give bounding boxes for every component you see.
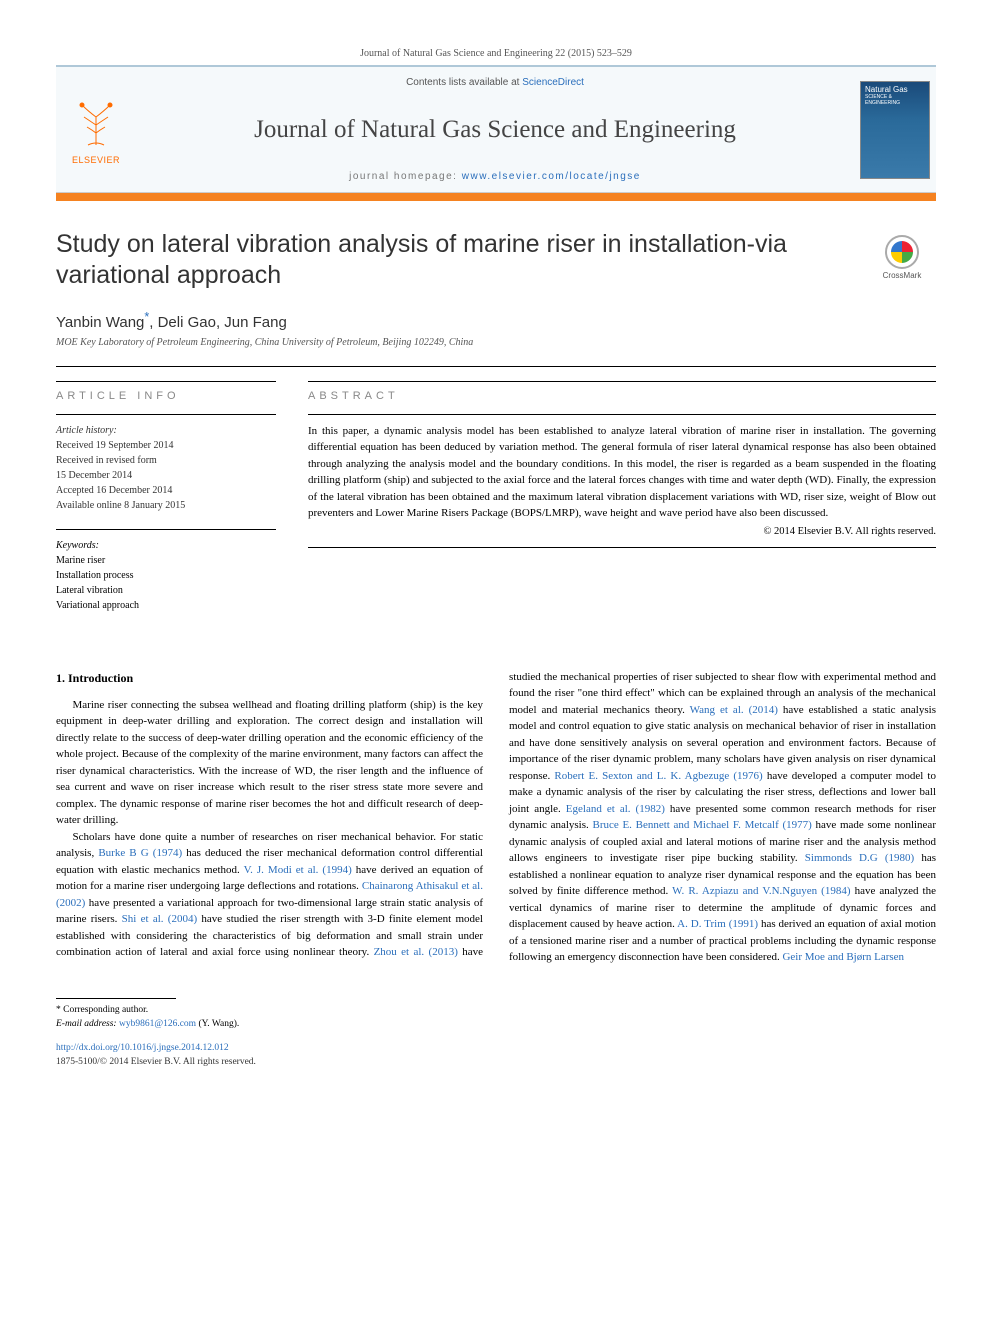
info-top-rule: [56, 381, 276, 382]
abs-rule: [308, 414, 936, 415]
citation-link[interactable]: Robert E. Sexton and L. K. Agbezuge (197…: [554, 770, 762, 782]
cover-image: Natural Gas SCIENCE & ENGINEERING: [860, 81, 930, 179]
abs-top-rule: [308, 381, 936, 382]
abstract-text: In this paper, a dynamic analysis model …: [308, 423, 936, 522]
citation-link[interactable]: Zhou et al. (2013): [374, 946, 458, 958]
sciencedirect-link[interactable]: ScienceDirect: [522, 77, 584, 88]
issn-copyright-line: 1875-5100/© 2014 Elsevier B.V. All right…: [56, 1055, 936, 1069]
contents-prefix: Contents lists available at: [406, 77, 522, 88]
homepage-prefix: journal homepage:: [349, 171, 462, 182]
article-info-column: ARTICLE INFO Article history: Received 1…: [56, 381, 276, 613]
citation-link[interactable]: V. J. Modi et al. (1994): [244, 864, 352, 876]
citation-link[interactable]: W. R. Azpiazu and V.N.Nguyen (1984): [672, 885, 850, 897]
history-accepted: Accepted 16 December 2014: [56, 483, 276, 498]
authors-rest: , Deli Gao, Jun Fang: [149, 314, 287, 331]
crossmark-badge[interactable]: CrossMark: [868, 235, 936, 280]
cover-title: Natural Gas: [865, 86, 925, 95]
citation-link[interactable]: Simmonds D.G (1980): [805, 852, 914, 864]
citation-link[interactable]: Geir Moe and Bjørn Larsen: [782, 951, 904, 963]
publisher-logo[interactable]: ELSEVIER: [56, 67, 136, 192]
publisher-name: ELSEVIER: [72, 155, 120, 165]
keywords-block: Keywords: Marine riser Installation proc…: [56, 529, 276, 613]
article-info-label: ARTICLE INFO: [56, 390, 276, 402]
corresponding-author-note: * Corresponding author.: [56, 1003, 936, 1017]
doi-line: http://dx.doi.org/10.1016/j.jngse.2014.1…: [56, 1041, 936, 1055]
info-rule: [56, 414, 276, 415]
author-email-link[interactable]: wyb9861@126.com: [119, 1019, 196, 1029]
citation-link[interactable]: Egeland et al. (1982): [566, 803, 665, 815]
kw-rule: [56, 529, 276, 530]
author-list: Yanbin Wang*, Deli Gao, Jun Fang: [56, 310, 936, 331]
body-paragraph: Marine riser connecting the subsea wellh…: [56, 697, 483, 829]
history-received: Received 19 September 2014: [56, 438, 276, 453]
citation-link[interactable]: Shi et al. (2004): [122, 913, 197, 925]
journal-name: Journal of Natural Gas Science and Engin…: [254, 116, 736, 144]
crossmark-label: CrossMark: [883, 271, 922, 280]
author-primary: Yanbin Wang: [56, 314, 144, 331]
citation-link[interactable]: A. D. Trim (1991): [677, 918, 758, 930]
article-history: Article history: Received 19 September 2…: [56, 423, 276, 513]
article-body: 1. Introduction Marine riser connecting …: [56, 669, 936, 966]
journal-homepage-link[interactable]: www.elsevier.com/locate/jngse: [462, 171, 641, 182]
footer-rule: [56, 998, 176, 999]
doi-prefix: http://dx.doi.org/: [56, 1043, 120, 1053]
email-suffix: (Y. Wang).: [196, 1019, 239, 1029]
journal-header: ELSEVIER Contents lists available at Sci…: [56, 65, 936, 193]
article-title: Study on lateral vibration analysis of m…: [56, 229, 852, 292]
copyright-line: © 2014 Elsevier B.V. All rights reserved…: [308, 526, 936, 537]
abstract-label: ABSTRACT: [308, 390, 936, 402]
citation-link[interactable]: Wang et al. (2014): [690, 704, 778, 716]
journal-homepage-line: journal homepage: www.elsevier.com/locat…: [349, 171, 641, 182]
citation-link[interactable]: Burke B G (1974): [98, 847, 182, 859]
journal-cover-thumbnail[interactable]: Natural Gas SCIENCE & ENGINEERING: [854, 67, 936, 192]
abstract-column: ABSTRACT In this paper, a dynamic analys…: [308, 381, 936, 613]
orange-divider: [56, 193, 936, 201]
history-label: Article history:: [56, 423, 276, 438]
page-footer: * Corresponding author. E-mail address: …: [56, 998, 936, 1070]
keyword-item: Marine riser: [56, 553, 276, 568]
citation-link[interactable]: Bruce E. Bennett and Michael F. Metcalf …: [592, 819, 811, 831]
history-revised-label: Received in revised form: [56, 453, 276, 468]
elsevier-tree-icon: [68, 95, 124, 151]
divider: [56, 366, 936, 367]
doi-value: 10.1016/j.jngse.2014.12.012: [120, 1043, 228, 1053]
affiliation: MOE Key Laboratory of Petroleum Engineer…: [56, 337, 936, 348]
keywords-label: Keywords:: [56, 538, 276, 553]
keyword-item: Installation process: [56, 568, 276, 583]
keyword-item: Variational approach: [56, 598, 276, 613]
cover-subtitle: SCIENCE & ENGINEERING: [865, 94, 925, 106]
history-online: Available online 8 January 2015: [56, 498, 276, 513]
journal-reference: Journal of Natural Gas Science and Engin…: [56, 48, 936, 59]
history-revised-date: 15 December 2014: [56, 468, 276, 483]
section-heading: 1. Introduction: [56, 669, 483, 687]
email-label: E-mail address:: [56, 1019, 119, 1029]
keyword-item: Lateral vibration: [56, 583, 276, 598]
contents-available-line: Contents lists available at ScienceDirec…: [406, 77, 584, 88]
doi-link[interactable]: http://dx.doi.org/10.1016/j.jngse.2014.1…: [56, 1043, 229, 1053]
crossmark-ring-icon: [885, 235, 919, 269]
abs-bottom-rule: [308, 547, 936, 548]
email-line: E-mail address: wyb9861@126.com (Y. Wang…: [56, 1017, 936, 1031]
